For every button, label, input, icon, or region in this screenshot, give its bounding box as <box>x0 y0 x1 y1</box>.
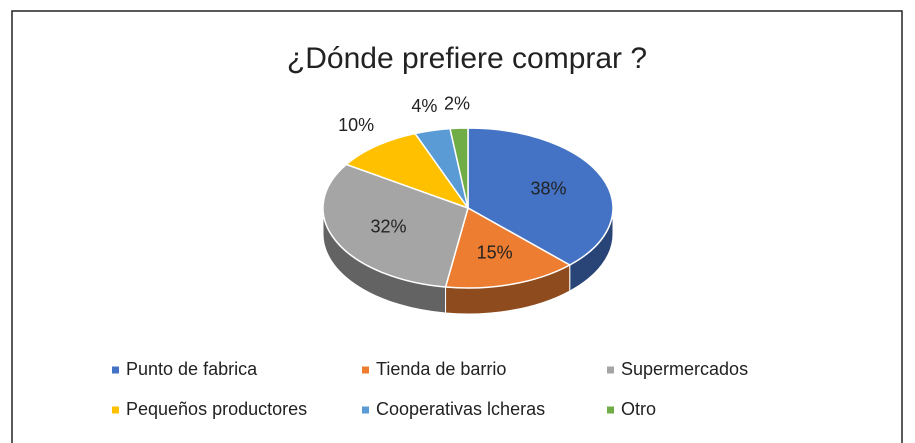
legend-label: Punto de fabrica <box>126 359 258 379</box>
legend-marker <box>607 406 614 414</box>
legend-label: Otro <box>621 399 656 419</box>
slice <box>467 127 614 266</box>
data-label: 10% <box>338 115 374 135</box>
legend-marker <box>112 366 119 374</box>
legend-label: Cooperativas lcheras <box>376 399 545 419</box>
legend-marker <box>362 406 369 414</box>
legend-marker <box>607 366 614 374</box>
chart-title: ¿Dónde prefiere comprar ? <box>287 42 647 75</box>
legend-label: Supermercados <box>621 359 748 379</box>
data-label: 4% <box>411 96 437 116</box>
slice <box>449 127 469 209</box>
data-label: 38% <box>530 179 566 199</box>
slice <box>344 132 470 210</box>
legend-label: Tienda de barrio <box>376 359 506 379</box>
legend-label: Pequeños productores <box>126 399 307 419</box>
slice <box>444 206 572 289</box>
data-label: 2% <box>444 93 470 113</box>
legend-marker <box>362 366 369 374</box>
data-label: 32% <box>371 216 407 236</box>
legend-marker <box>112 406 119 414</box>
data-label: 15% <box>477 242 513 262</box>
